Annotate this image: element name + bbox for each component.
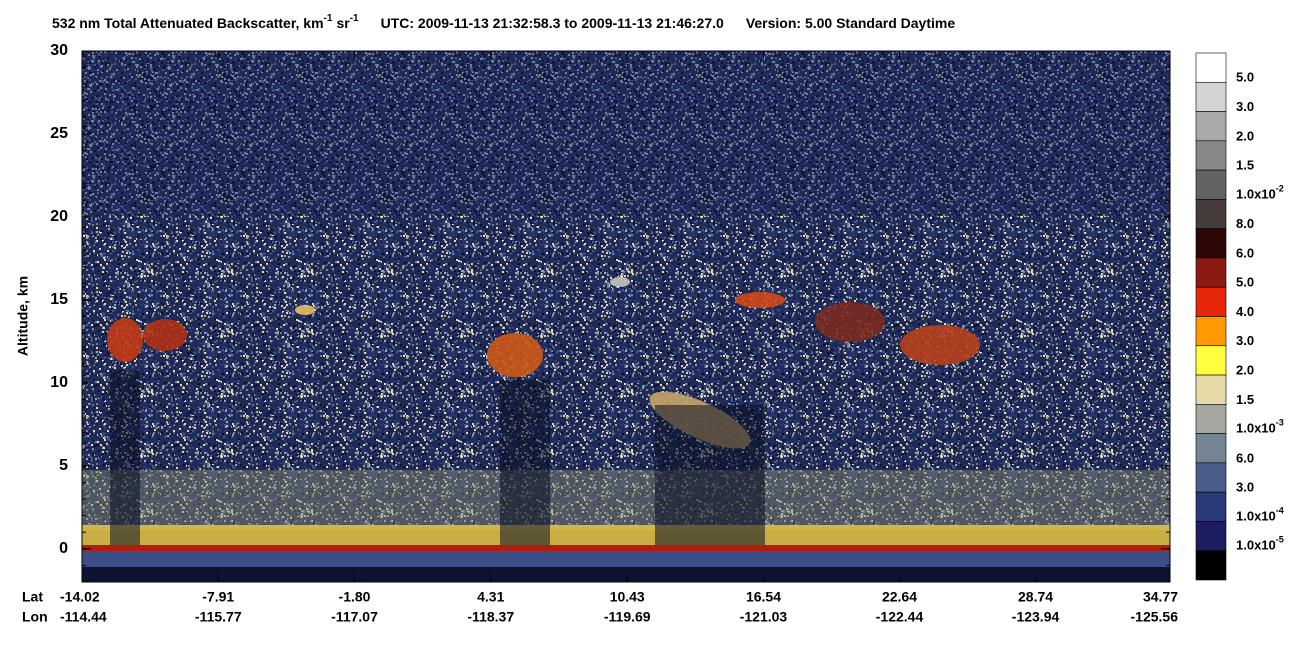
colorbar-swatch <box>1195 81 1227 112</box>
colorbar-swatch <box>1195 462 1227 493</box>
plot-area <box>82 51 1170 582</box>
x-tick-label: 28.74 <box>1018 589 1053 605</box>
title-exp: -1 <box>350 13 359 24</box>
colorbar-swatch <box>1195 199 1227 229</box>
colorbar-label-base: 1.0x10 <box>1236 538 1276 553</box>
surface <box>82 545 1170 551</box>
boundary-layer <box>82 470 1170 530</box>
colorbar-label-base: 1.0x10 <box>1236 421 1276 436</box>
colorbar-label-base: 1.0x10 <box>1236 187 1276 202</box>
colorbar-swatch <box>1195 111 1227 142</box>
colorbar-label: 1.5 <box>1236 158 1254 173</box>
title-unit: sr <box>336 15 350 31</box>
lon-label: -114.44 <box>60 609 107 625</box>
colorbar-label-exp: -5 <box>1276 535 1284 545</box>
colorbar-swatch <box>1195 345 1227 376</box>
colorbar-label: 4.0 <box>1236 304 1254 319</box>
colorbar-label: 1.0x10-4 <box>1236 506 1284 524</box>
title-text: 532 nm Total Attenuated Backscatter, km <box>52 15 324 31</box>
colorbar-swatch <box>1195 169 1227 200</box>
x-row-label: Lon <box>22 609 48 625</box>
lower-noise <box>82 216 1170 526</box>
lon-label: -119.69 <box>604 609 651 625</box>
axes <box>81 50 1171 583</box>
x-tick-label: -14.02 <box>60 589 100 605</box>
colorbar-swatch <box>1195 52 1227 83</box>
subsurface-deep <box>82 567 1170 582</box>
chart-title: 532 nm Total Attenuated Backscatter, km-… <box>52 13 955 31</box>
colorbar-label-exp: -3 <box>1276 418 1284 428</box>
title-utc: UTC: 2009-11-13 21:32:58.3 to 2009-11-13… <box>381 15 724 31</box>
x-tick-label: 16.54 <box>746 589 781 605</box>
colorbar-label: 6.0 <box>1236 245 1254 260</box>
lon-label: -123.94 <box>1012 609 1060 625</box>
colorbar-swatch <box>1195 286 1227 317</box>
upper-noise <box>82 51 1170 216</box>
colorbar-label: 1.5 <box>1236 392 1254 407</box>
x-row-label: Lat <box>22 589 43 605</box>
aerosol-layer <box>82 525 1170 545</box>
colorbar-label: 1.0x10-3 <box>1236 418 1284 436</box>
y-tick-label: 5 <box>59 457 68 474</box>
colorbar-label: 3.0 <box>1236 333 1254 348</box>
colorbar-label: 8.0 <box>1236 216 1254 231</box>
colorbar-label: 2.0 <box>1236 128 1254 143</box>
colorbar-label: 3.0 <box>1236 99 1254 114</box>
colorbar-label: 1.0x10-5 <box>1236 535 1284 553</box>
x-tick-label: 34.77 <box>1143 589 1178 605</box>
x-tick-label: 22.64 <box>882 589 917 605</box>
colorbar-swatch <box>1195 433 1227 464</box>
colorbar-label: 1.0x10-2 <box>1236 184 1284 202</box>
colorbar-label: 3.0 <box>1236 480 1254 495</box>
colorbar-swatch <box>1195 257 1227 288</box>
colorbar-swatch <box>1195 374 1227 405</box>
lon-label: -125.56 <box>1131 609 1179 625</box>
title-version: Version: 5.00 Standard Daytime <box>746 15 956 31</box>
lon-label: -117.07 <box>331 609 378 625</box>
y-axis-label: Altitude, km <box>15 276 31 356</box>
colorbar-swatch <box>1195 491 1227 522</box>
colorbar-label: 6.0 <box>1236 450 1254 465</box>
colorbar-swatch <box>1195 228 1227 259</box>
y-tick-label: 15 <box>50 291 68 308</box>
colorbar-swatch <box>1195 404 1227 434</box>
x-tick-label: 10.43 <box>610 589 645 605</box>
colorbar-label-exp: -2 <box>1276 184 1284 194</box>
colorbar-swatch <box>1195 550 1227 581</box>
x-tick-label: 4.31 <box>477 589 504 605</box>
lon-label: -115.77 <box>195 609 242 625</box>
title-exp: -1 <box>324 13 333 24</box>
x-tick-label: -1.80 <box>339 589 371 605</box>
y-tick-label: 20 <box>50 208 68 225</box>
y-tick-label: 30 <box>50 42 68 59</box>
colorbar-label: 2.0 <box>1236 362 1254 377</box>
colorbar-label-exp: -4 <box>1276 506 1284 516</box>
colorbar-label-base: 1.0x10 <box>1236 509 1276 524</box>
y-tick-label: 25 <box>50 125 68 142</box>
colorbar-swatch <box>1195 316 1227 347</box>
lon-label: -118.37 <box>467 609 514 625</box>
lon-label: -122.44 <box>876 609 924 625</box>
colorbar-label: 5.0 <box>1236 275 1254 290</box>
attenuated-columns <box>110 370 765 545</box>
subsurface <box>82 551 1170 567</box>
colorbar-label: 5.0 <box>1236 70 1254 85</box>
y-tick-label: 10 <box>50 374 68 391</box>
colorbar-swatch <box>1195 140 1227 171</box>
lon-label: -121.03 <box>740 609 788 625</box>
colorbar-swatch <box>1195 521 1227 552</box>
x-tick-label: -7.91 <box>202 589 234 605</box>
y-tick-label: 0 <box>59 540 68 557</box>
